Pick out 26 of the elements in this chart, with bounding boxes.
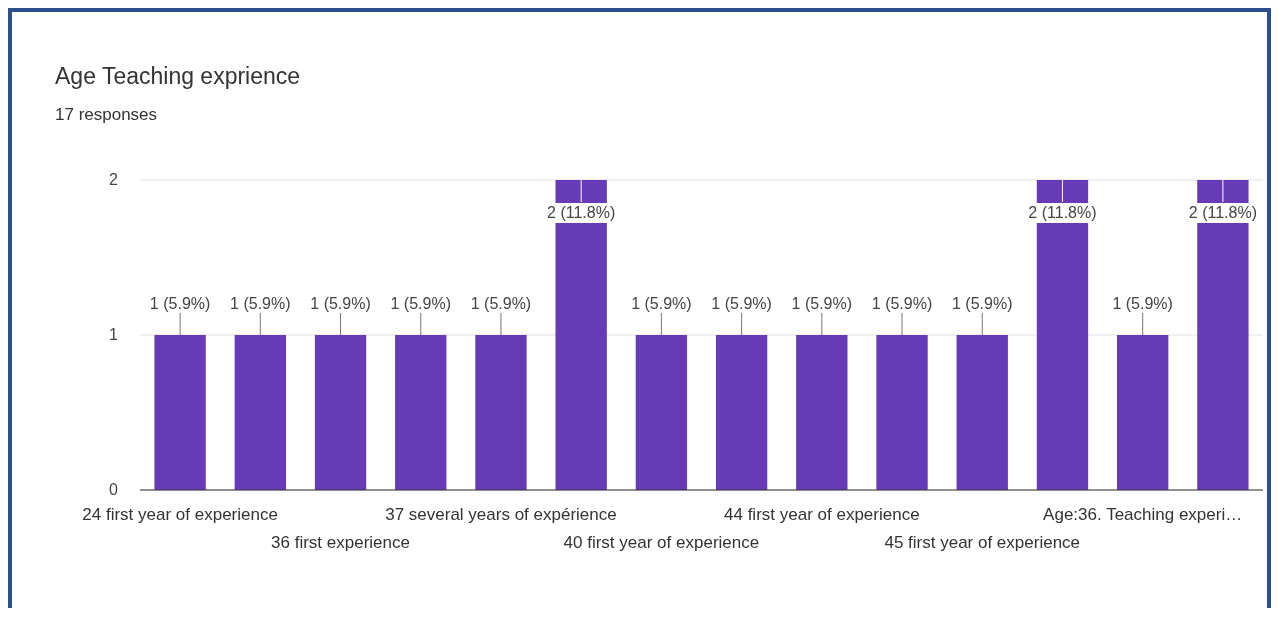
data-label: 1 (5.9%) — [952, 295, 1013, 312]
y-tick-label: 2 — [109, 171, 119, 188]
data-label: 2 (11.8%) — [1028, 204, 1097, 221]
x-tick-label: 24 first year of experience — [82, 505, 278, 524]
data-label: 1 (5.9%) — [791, 295, 853, 312]
x-tick-label: 45 first year of experience — [884, 533, 1081, 552]
data-label: 1 (5.9%) — [1112, 295, 1173, 312]
data-label: 1 (5.9%) — [631, 295, 692, 312]
x-tick-label: 40 first year of experience — [563, 533, 760, 552]
y-tick-label: 0 — [109, 481, 119, 498]
data-label: 2 (11.8%) — [547, 204, 616, 221]
x-tick-label: 44 first year of experience — [724, 505, 920, 524]
data-label: 1 (5.9%) — [310, 295, 371, 312]
chart-subtitle: 17 responses — [55, 105, 158, 124]
data-label: 1 (5.9%) — [230, 295, 291, 312]
x-tick-label: Age:36. Teaching experi… — [1043, 505, 1243, 524]
chart-title: Age Teaching exprience — [55, 63, 301, 89]
x-tick-label: 36 first experience — [271, 533, 410, 552]
data-label: 2 (11.8%) — [1188, 204, 1257, 221]
data-label: 1 (5.9%) — [470, 295, 532, 312]
y-tick-label: 1 — [109, 326, 119, 343]
data-label: 1 (5.9%) — [390, 295, 451, 312]
data-label: 1 (5.9%) — [711, 295, 772, 312]
data-label: 1 (5.9%) — [871, 295, 933, 312]
data-label: 1 (5.9%) — [149, 295, 211, 312]
x-tick-label: 37 several years of expérience — [385, 505, 617, 524]
